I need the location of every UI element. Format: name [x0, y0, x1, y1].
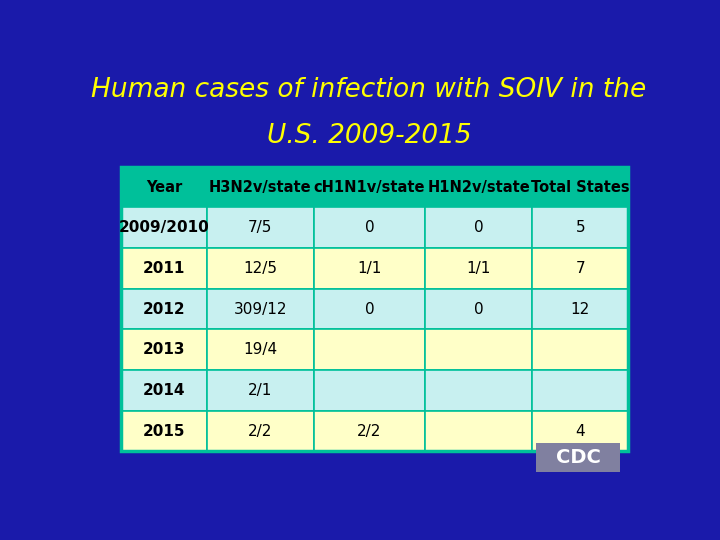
Text: 4: 4 [575, 424, 585, 438]
Bar [532, 370, 629, 411]
Text: 5: 5 [575, 220, 585, 235]
Text: 2/2: 2/2 [357, 424, 382, 438]
Text: 2015: 2015 [143, 424, 185, 438]
Bar [426, 248, 532, 289]
Bar [207, 370, 314, 411]
Bar [426, 167, 532, 207]
Text: 0: 0 [474, 301, 484, 316]
Bar [207, 289, 314, 329]
Bar [121, 329, 207, 370]
Text: H1N2v/state: H1N2v/state [427, 179, 530, 194]
Text: H3N2v/state: H3N2v/state [209, 179, 312, 194]
Bar [536, 443, 620, 472]
Text: 12/5: 12/5 [243, 261, 277, 276]
Text: 7: 7 [575, 261, 585, 276]
Text: U.S. 2009-2015: U.S. 2009-2015 [266, 123, 472, 149]
Text: Total States: Total States [531, 179, 629, 194]
Bar [314, 329, 426, 370]
Bar [314, 289, 426, 329]
Text: 2012: 2012 [143, 301, 185, 316]
Bar [121, 207, 207, 248]
Bar [207, 329, 314, 370]
Bar [426, 411, 532, 451]
Bar [532, 411, 629, 451]
Bar [532, 207, 629, 248]
Text: 309/12: 309/12 [233, 301, 287, 316]
Text: 1/1: 1/1 [357, 261, 382, 276]
Bar [426, 370, 532, 411]
Bar [121, 370, 207, 411]
Bar [121, 411, 207, 451]
Bar [532, 167, 629, 207]
Bar [207, 167, 314, 207]
Text: 19/4: 19/4 [243, 342, 277, 357]
Bar [121, 248, 207, 289]
Text: CDC: CDC [556, 448, 600, 467]
Text: Year: Year [145, 179, 182, 194]
Text: 2/1: 2/1 [248, 383, 272, 398]
Bar [207, 207, 314, 248]
Text: 12: 12 [571, 301, 590, 316]
Bar [121, 289, 207, 329]
Bar [532, 329, 629, 370]
Text: 0: 0 [474, 220, 484, 235]
Text: 2013: 2013 [143, 342, 185, 357]
Text: 2/2: 2/2 [248, 424, 272, 438]
Bar [314, 411, 426, 451]
Text: 0: 0 [365, 301, 374, 316]
Text: cH1N1v/state: cH1N1v/state [314, 179, 426, 194]
Text: 2014: 2014 [143, 383, 185, 398]
Bar [532, 248, 629, 289]
Bar [532, 289, 629, 329]
Bar [207, 411, 314, 451]
Bar [426, 289, 532, 329]
Bar [314, 207, 426, 248]
Bar [314, 167, 426, 207]
Bar [314, 370, 426, 411]
Bar [426, 329, 532, 370]
Bar [207, 248, 314, 289]
Text: 2011: 2011 [143, 261, 185, 276]
Text: Human cases of infection with SOIV in the: Human cases of infection with SOIV in th… [91, 77, 647, 103]
Bar [314, 248, 426, 289]
Text: 0: 0 [365, 220, 374, 235]
Bar [121, 167, 629, 451]
Bar [426, 207, 532, 248]
Text: 7/5: 7/5 [248, 220, 272, 235]
Text: 2009/2010: 2009/2010 [119, 220, 210, 235]
Bar [121, 167, 207, 207]
Text: 1/1: 1/1 [467, 261, 491, 276]
